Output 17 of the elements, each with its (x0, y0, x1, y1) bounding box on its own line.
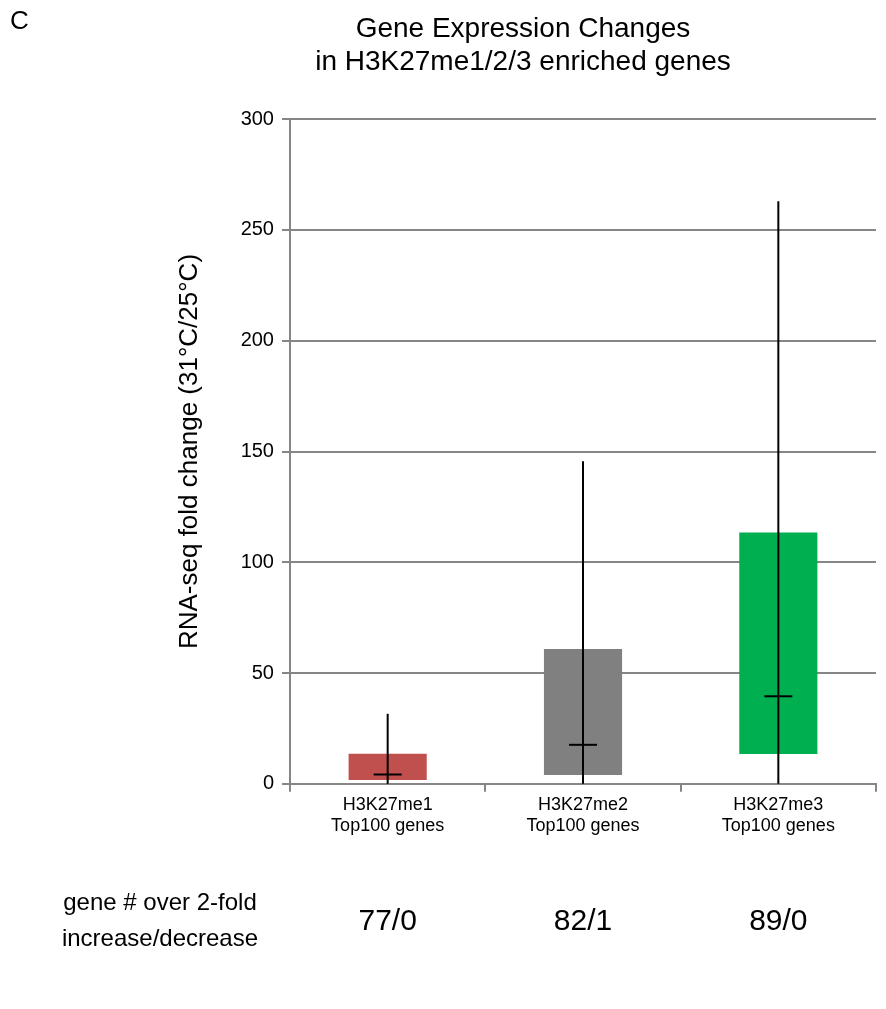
y-tick-label: 300 (240, 106, 274, 129)
y-tick-label: 200 (240, 328, 274, 351)
text: 77/0 (358, 903, 417, 937)
text: 82/1 (553, 903, 613, 937)
y-tick-label: 150 (240, 439, 274, 462)
text: 89/0 (749, 903, 808, 937)
text: C (10, 5, 29, 36)
text: gene # over 2-fold increase/decrease (61, 888, 259, 952)
x-tick-label: H3K27me3 Top100 genes (721, 793, 835, 836)
y-tick-label: 250 (240, 217, 274, 240)
x-tick-label: H3K27me2 Top100 genes (526, 793, 640, 836)
y-axis-title: RNA-seq fold change (31°C/25°C) (172, 253, 203, 650)
y-tick-label: 100 (240, 549, 274, 572)
y-tick-label: 0 (262, 771, 274, 794)
y-tick-label: 50 (251, 660, 274, 683)
x-tick-label: H3K27me1 Top100 genes (331, 793, 445, 836)
chart-title: Gene Expression Changes in H3K27me1/2/3 enriched genes (315, 11, 731, 77)
